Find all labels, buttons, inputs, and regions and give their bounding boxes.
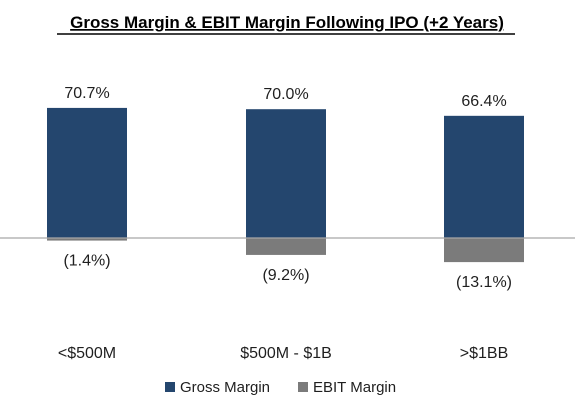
category-label-1: <$500M <box>58 345 116 362</box>
legend-swatch-gross-margin <box>165 382 175 392</box>
gross-margin-label-2: 70.0% <box>263 86 308 103</box>
labels-layer: 70.7% 70.0% 66.4% (1.4%) (9.2%) (13.1%) <box>63 85 512 291</box>
category-label-3: >$1BB <box>460 345 508 362</box>
ebit-margin-bar-2 <box>246 238 326 255</box>
ebit-margin-bar-3 <box>444 238 524 263</box>
ebit-margin-bar-1 <box>47 238 127 241</box>
gross-margin-bar-1 <box>47 107 127 238</box>
legend-label-ebit-margin: EBIT Margin <box>313 379 396 396</box>
chart-title: Gross Margin & EBIT Margin Following IPO… <box>70 13 504 32</box>
category-labels: <$500M $500M - $1B >$1BB <box>58 345 508 362</box>
gross-margin-bar-2 <box>246 109 326 238</box>
gross-margin-label-3: 66.4% <box>461 93 506 110</box>
legend-swatch-ebit-margin <box>298 382 308 392</box>
ebit-margin-label-3: (13.1%) <box>456 274 512 291</box>
legend-label-gross-margin: Gross Margin <box>180 379 270 396</box>
gross-margin-bar-3 <box>444 115 524 238</box>
gross-margin-label-1: 70.7% <box>64 85 109 102</box>
ebit-margin-label-2: (9.2%) <box>262 267 309 284</box>
ebit-margin-label-1: (1.4%) <box>63 253 110 270</box>
category-label-2: $500M - $1B <box>240 345 332 362</box>
legend: Gross Margin EBIT Margin <box>165 379 396 396</box>
bars-layer <box>47 107 524 263</box>
